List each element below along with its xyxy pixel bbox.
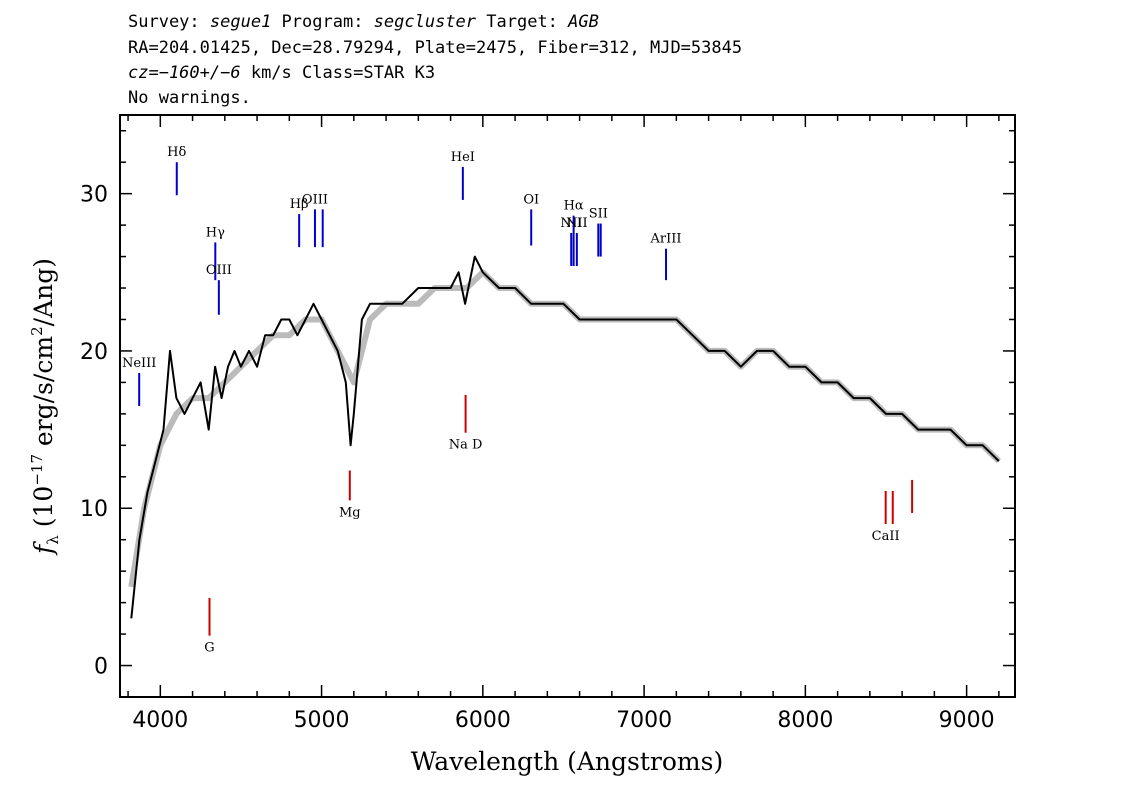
y-axis-title: fλ (10−17 erg/s/cm2/Ang) [28, 258, 62, 556]
line-label-4: Hβ [290, 197, 309, 212]
y-tick-label: 20 [80, 340, 108, 365]
tick-layer: 4000 5000 6000 7000 8000 9000 0 10 20 30 [80, 115, 1015, 733]
line-label-1: Hδ [167, 145, 186, 160]
y-tick-label: 30 [80, 183, 108, 208]
line-label-16: Mg [339, 505, 361, 520]
header-line-3: cz=−160+/−6 km/s Class=STAR K3 [128, 63, 435, 83]
line-label-12: SII [589, 207, 608, 222]
line-label-18: CaII [872, 529, 900, 544]
survey-label: Survey: [128, 12, 210, 32]
series-line-0 [130, 255, 1000, 619]
x-tick-label: 8000 [777, 708, 833, 733]
line-label-10: Hα [564, 199, 584, 214]
header-line-2: RA=204.01425, Dec=28.79294, Plate=2475, … [128, 38, 743, 58]
header-line-1: Survey: segue1 Program: segcluster Targe… [128, 12, 599, 32]
line-label-3: OIII [206, 263, 232, 278]
line-label-2: Hγ [206, 225, 225, 240]
line-label-0: NeIII [122, 356, 156, 371]
line-label-9: NII [560, 216, 582, 231]
program-value: segcluster [373, 12, 477, 32]
line-label-8: OI [523, 192, 539, 207]
plot-frame [119, 114, 1016, 698]
x-axis-title: Wavelength (Angstroms) [411, 747, 723, 776]
line-label-5: OIII [302, 192, 328, 207]
x-tick-label: 9000 [939, 708, 995, 733]
x-tick-label: 7000 [616, 708, 672, 733]
series-line-1 [128, 269, 1001, 588]
line-label-14: ArIII [650, 232, 682, 247]
program-label: Program: [271, 12, 374, 32]
line-label-15: G [204, 641, 214, 656]
redshift-value: cz=−160+/−6 [128, 63, 241, 83]
y-tick-label: 10 [80, 497, 108, 522]
header-line-4: No warnings. [128, 88, 251, 108]
target-value: AGB [568, 12, 599, 32]
line-label-11: NII [566, 216, 588, 231]
line-label-7: HeI [451, 150, 475, 165]
annotation-layer: NeIIIHδHγOIIIHβOIIIHeIOINIIHαNIISIIArIII… [122, 145, 914, 656]
x-tick-label: 6000 [455, 708, 511, 733]
class-text: km/s Class=STAR K3 [240, 63, 436, 83]
survey-value: segue1 [209, 12, 272, 32]
y-tick-label: 0 [94, 655, 108, 680]
target-label: Target: [476, 12, 569, 32]
line-label-17: Na D [449, 438, 483, 453]
x-tick-label: 5000 [294, 708, 350, 733]
series-layer [128, 255, 1001, 619]
x-tick-label: 4000 [132, 708, 188, 733]
